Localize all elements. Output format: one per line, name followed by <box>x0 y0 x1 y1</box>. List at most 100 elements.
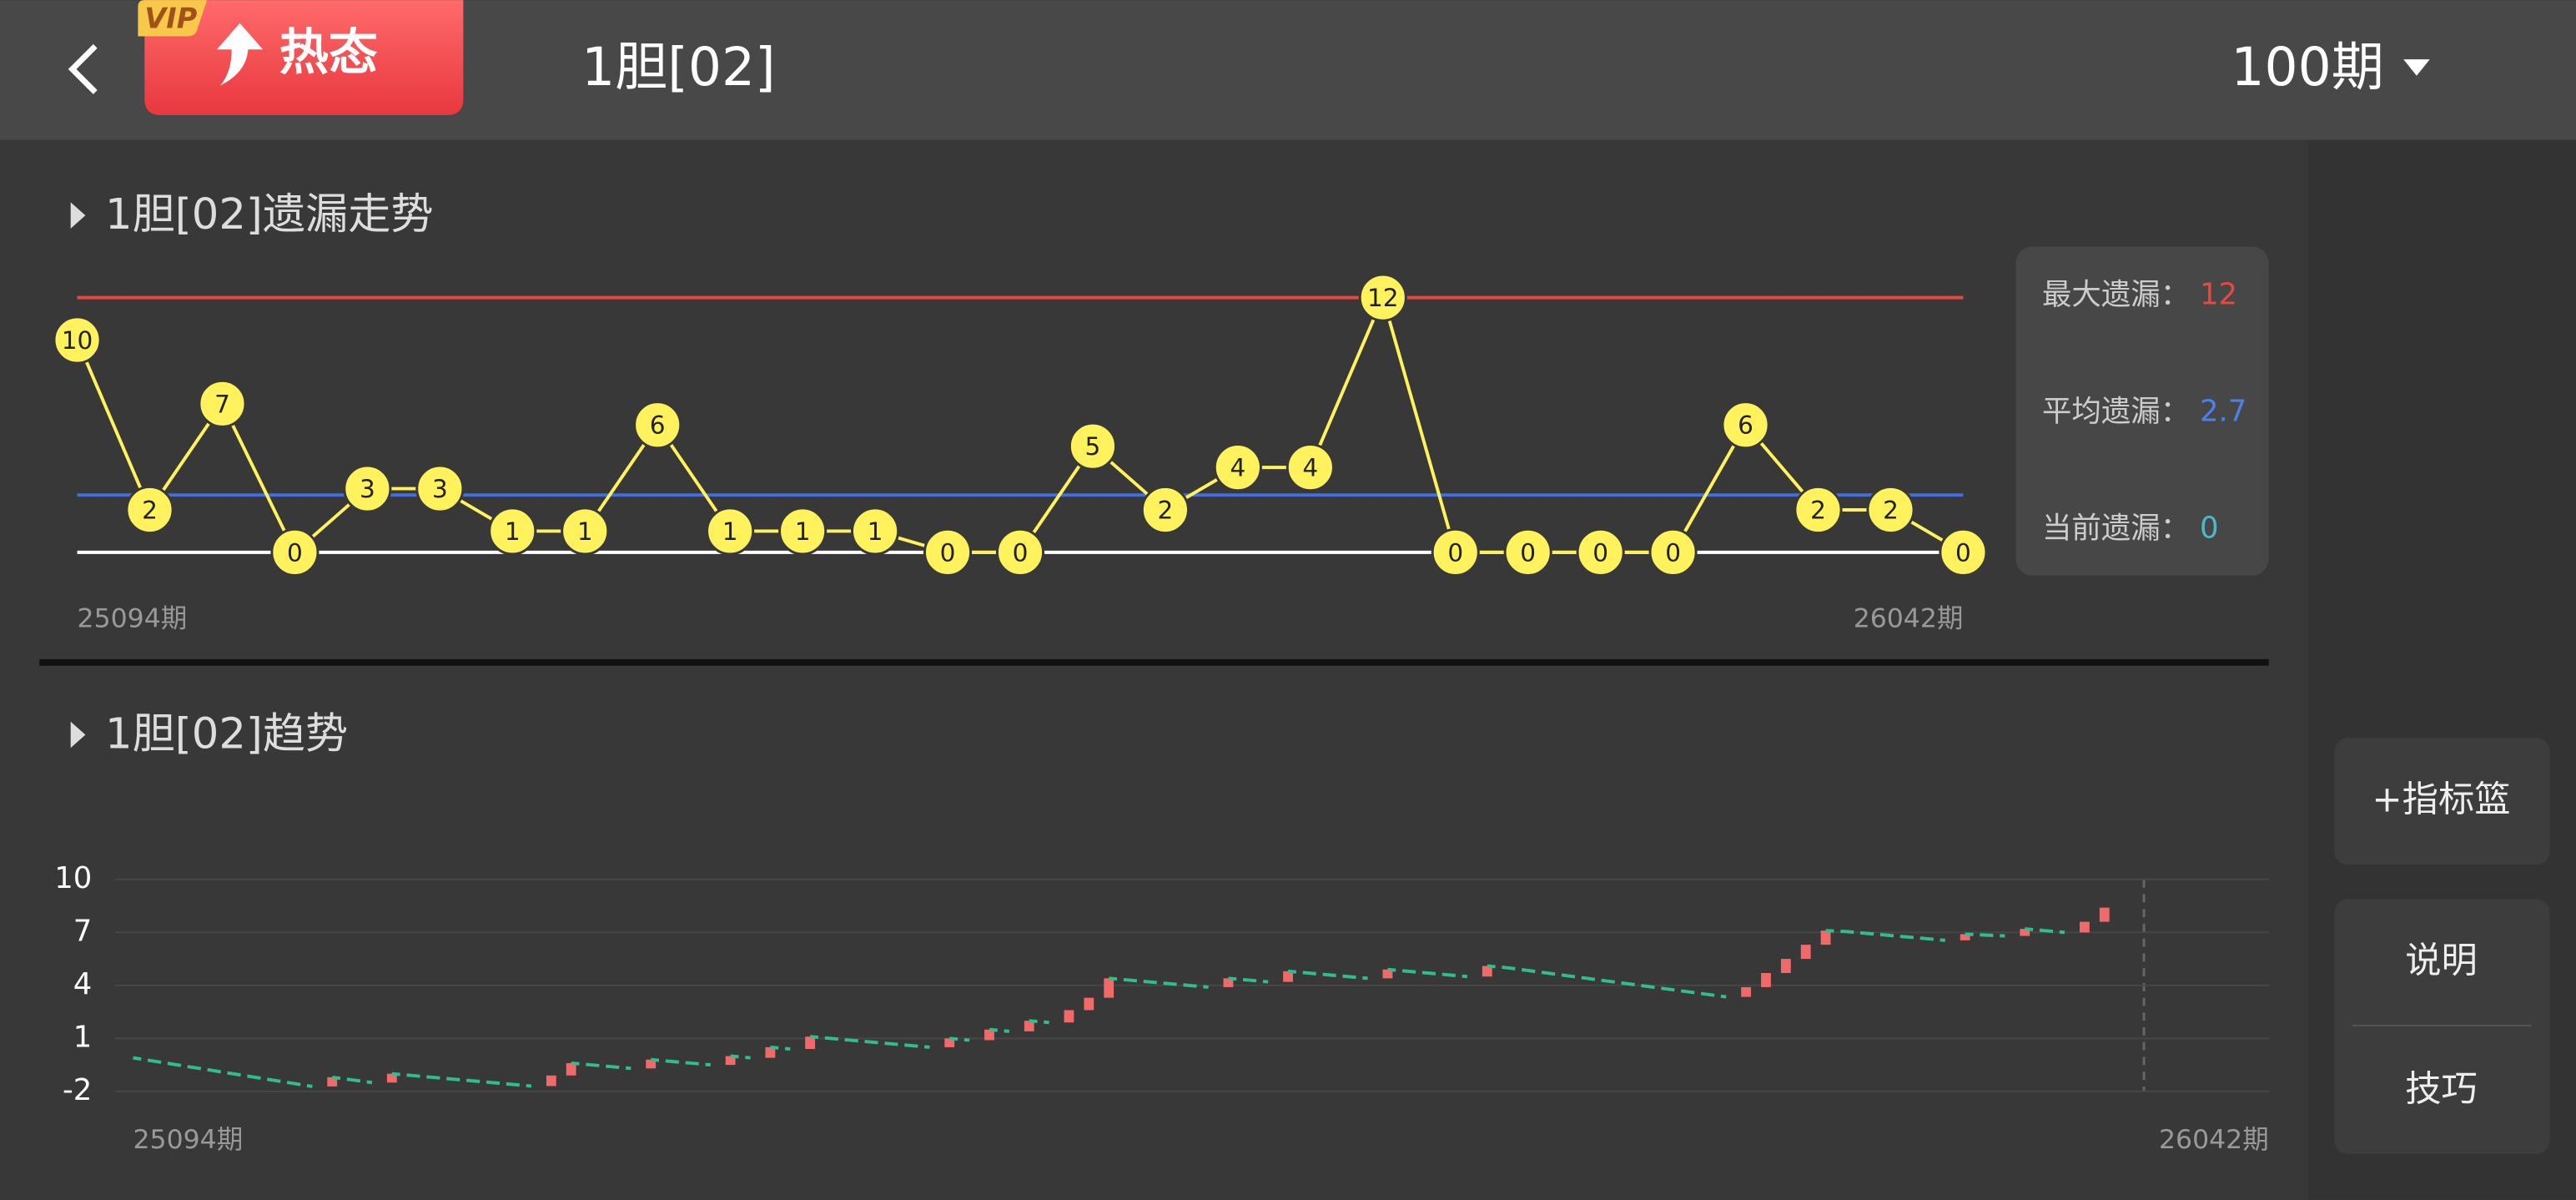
omission-marker <box>125 485 174 535</box>
up-bar <box>327 1076 338 1087</box>
omission-value: 4 <box>1230 454 1245 482</box>
omission-marker <box>1866 485 1915 535</box>
up-bar <box>1283 971 1293 982</box>
down-segment <box>1527 968 1547 975</box>
up-bar <box>1382 969 1393 979</box>
stat-label: 当前遗漏： <box>2042 511 2190 545</box>
down-segment <box>153 1059 174 1066</box>
down-segment <box>1825 929 1846 934</box>
omission-value: 3 <box>432 475 448 503</box>
section-arrow <box>70 202 86 229</box>
down-segment <box>192 1066 214 1072</box>
section-title: 1胆[02]遗漏走势 <box>105 189 434 239</box>
down-segment <box>1168 981 1189 987</box>
omission-marker <box>851 507 900 556</box>
x-start-label: 25094期 <box>133 1125 244 1155</box>
omission-marker <box>995 527 1045 577</box>
down-segment <box>511 1082 532 1088</box>
down-segment <box>2044 929 2065 935</box>
omission-value: 1 <box>505 517 521 546</box>
omission-value: 2 <box>142 496 158 524</box>
page-title: 1胆[02] <box>581 37 775 98</box>
down-segment <box>730 1054 751 1060</box>
up-bar <box>2080 921 2090 933</box>
omission-value: 1 <box>722 517 738 546</box>
period-select[interactable]: 100期 <box>2231 37 2383 98</box>
down-segment <box>1347 975 1368 981</box>
down-segment <box>252 1075 273 1082</box>
up-bar <box>1780 959 1791 974</box>
hot-button[interactable] <box>144 0 464 116</box>
omission-value: 2 <box>1158 496 1174 524</box>
down-segment <box>651 1057 672 1063</box>
down-segment <box>1446 973 1468 979</box>
omission-marker <box>561 507 610 556</box>
up-bar <box>765 1046 776 1058</box>
down-segment <box>1865 931 1886 937</box>
omission-marker <box>343 464 392 513</box>
omission-marker <box>706 507 755 556</box>
section-title: 1胆[02]趋势 <box>105 708 348 759</box>
down-segment <box>172 1062 194 1069</box>
down-segment <box>670 1059 692 1065</box>
sidebar-button[interactable]: 说明 <box>2405 940 2478 982</box>
up-bar <box>725 1056 736 1066</box>
omission-marker <box>1503 527 1552 577</box>
up-bar <box>1761 973 1771 987</box>
divider <box>39 658 2269 666</box>
down-segment <box>451 1077 472 1083</box>
sidebar-button[interactable]: +指标篮 <box>2372 779 2510 821</box>
omission-value: 10 <box>62 326 93 355</box>
down-segment <box>949 1036 970 1042</box>
down-segment <box>1646 984 1667 991</box>
omission-marker <box>415 464 465 513</box>
down-segment <box>411 1073 432 1079</box>
omission-marker <box>1285 443 1335 492</box>
down-segment <box>690 1061 711 1067</box>
stat-label: 平均遗漏： <box>2042 394 2190 428</box>
down-segment <box>1426 971 1448 977</box>
down-segment <box>1904 935 1926 940</box>
down-segment <box>591 1063 611 1069</box>
x-end-label: 26042期 <box>2159 1125 2269 1155</box>
y-tick-label: 7 <box>73 914 93 948</box>
down-segment <box>770 1045 791 1051</box>
back-button[interactable] <box>68 43 98 94</box>
omission-value: 0 <box>940 538 956 567</box>
stat-value: 2.7 <box>2200 394 2246 428</box>
omission-marker <box>1794 485 1843 535</box>
omission-marker <box>1939 527 1988 577</box>
down-segment <box>491 1081 512 1087</box>
down-segment <box>232 1071 254 1079</box>
button-box[interactable] <box>2334 738 2550 865</box>
down-segment <box>1885 933 1906 939</box>
omission-value: 1 <box>795 517 811 546</box>
omission-value: 12 <box>1367 284 1399 312</box>
omission-marker <box>1358 273 1407 322</box>
down-segment <box>1128 978 1150 984</box>
down-segment <box>1029 1019 1049 1025</box>
omission-value: 2 <box>1810 496 1826 524</box>
down-segment <box>829 1036 851 1042</box>
down-segment <box>1407 969 1428 975</box>
omission-marker <box>270 527 319 577</box>
down-segment <box>1586 976 1607 983</box>
down-segment <box>889 1041 910 1047</box>
down-segment <box>471 1079 492 1085</box>
dropdown-arrow[interactable] <box>2403 59 2430 76</box>
down-segment <box>1148 980 1170 986</box>
main-area <box>0 139 2308 1200</box>
omission-value: 0 <box>1665 538 1681 567</box>
omission-marker <box>1213 443 1262 492</box>
down-segment <box>611 1065 631 1071</box>
down-segment <box>1845 930 1866 935</box>
down-segment <box>1566 974 1587 981</box>
up-bar <box>566 1062 576 1076</box>
sidebar-button[interactable]: 技巧 <box>2405 1068 2478 1110</box>
omission-value: 3 <box>360 475 375 503</box>
down-segment <box>1307 971 1328 977</box>
stats-panel <box>2015 246 2269 576</box>
down-segment <box>1287 969 1309 975</box>
omission-marker <box>53 315 102 365</box>
